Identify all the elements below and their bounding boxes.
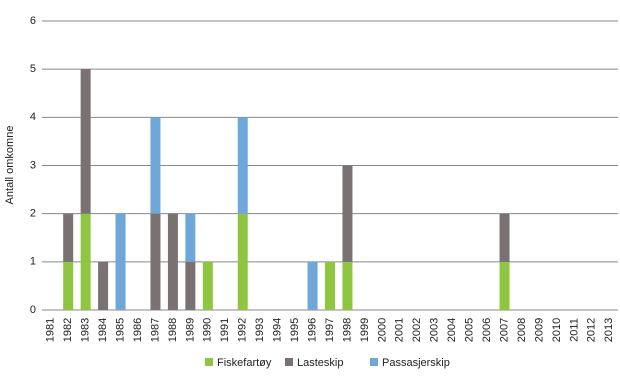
x-tick-label: 2008	[516, 318, 528, 342]
x-tick-label: 1984	[97, 318, 109, 342]
y-tick-label: 4	[30, 111, 36, 123]
x-tick-label: 1986	[132, 318, 144, 342]
x-tick-label: 2004	[446, 318, 458, 342]
x-tick-label: 1996	[306, 318, 318, 342]
y-tick-label: 6	[30, 15, 36, 27]
bar-segment	[499, 213, 510, 262]
bar-segment	[115, 213, 126, 310]
bar-segment	[237, 117, 248, 214]
x-tick-label: 1991	[219, 318, 231, 342]
legend-label: Lasteskip	[297, 357, 343, 369]
x-tick-label: 2011	[568, 318, 580, 342]
x-tick-label: 2009	[533, 318, 545, 342]
legend-swatch	[205, 358, 213, 366]
x-tick-label: 1987	[149, 318, 161, 342]
bar-segment	[325, 261, 335, 310]
bar-segment	[499, 261, 510, 310]
x-tick-label: 1997	[324, 318, 336, 342]
x-tick-label: 1989	[184, 318, 196, 342]
bar-segment	[342, 165, 353, 262]
x-tick-label: 2003	[429, 318, 441, 342]
x-tick-label: 2001	[394, 318, 406, 342]
x-tick-label: 1988	[167, 318, 179, 342]
y-tick-label: 3	[30, 159, 36, 171]
x-tick-label: 2012	[586, 318, 598, 342]
x-tick-label: 1981	[45, 318, 57, 342]
x-tick-label: 1993	[254, 318, 266, 342]
bar-segment	[63, 213, 74, 262]
bar-segment	[167, 213, 178, 310]
bar-segment	[63, 261, 74, 310]
x-tick-label: 1998	[341, 318, 353, 342]
x-tick-label: 1995	[289, 318, 301, 342]
legend-swatch	[370, 358, 378, 366]
x-tick-label: 1982	[62, 318, 74, 342]
bar-segment	[342, 261, 353, 310]
bar-segment	[237, 213, 248, 310]
bar-segment	[150, 213, 161, 310]
x-tick-label: 1985	[114, 318, 126, 342]
x-tick-label: 2005	[464, 318, 476, 342]
bar-segment	[80, 213, 91, 310]
x-tick-label: 2000	[376, 318, 388, 342]
legend-label: Fiskefartøy	[217, 357, 272, 369]
x-tick-label: 2006	[481, 318, 493, 342]
y-tick-label: 1	[30, 256, 36, 268]
bar-segment	[307, 261, 318, 310]
bar-segment	[150, 117, 161, 214]
x-tick-label: 1990	[202, 318, 214, 342]
y-tick-label: 0	[30, 304, 36, 316]
x-tick-label: 1983	[80, 318, 92, 342]
x-tick-label: 2007	[498, 318, 510, 342]
x-tick-label: 1994	[272, 318, 284, 342]
legend-swatch	[285, 358, 293, 366]
x-tick-label: 1999	[359, 318, 371, 342]
bar-segment	[185, 261, 196, 310]
bar-segment	[98, 261, 109, 310]
bar-segment	[80, 69, 91, 214]
x-tick-label: 1992	[237, 318, 249, 342]
x-tick-label: 2002	[411, 318, 423, 342]
y-tick-label: 2	[30, 208, 36, 220]
x-tick-label: 2010	[551, 318, 563, 342]
legend-label: Passasjerskip	[382, 357, 450, 369]
y-tick-label: 5	[30, 63, 36, 75]
bar-segment	[185, 213, 196, 262]
y-axis-label: Antall omkomne	[4, 126, 16, 205]
bar-segment	[202, 261, 213, 310]
x-tick-label: 2013	[603, 318, 615, 342]
